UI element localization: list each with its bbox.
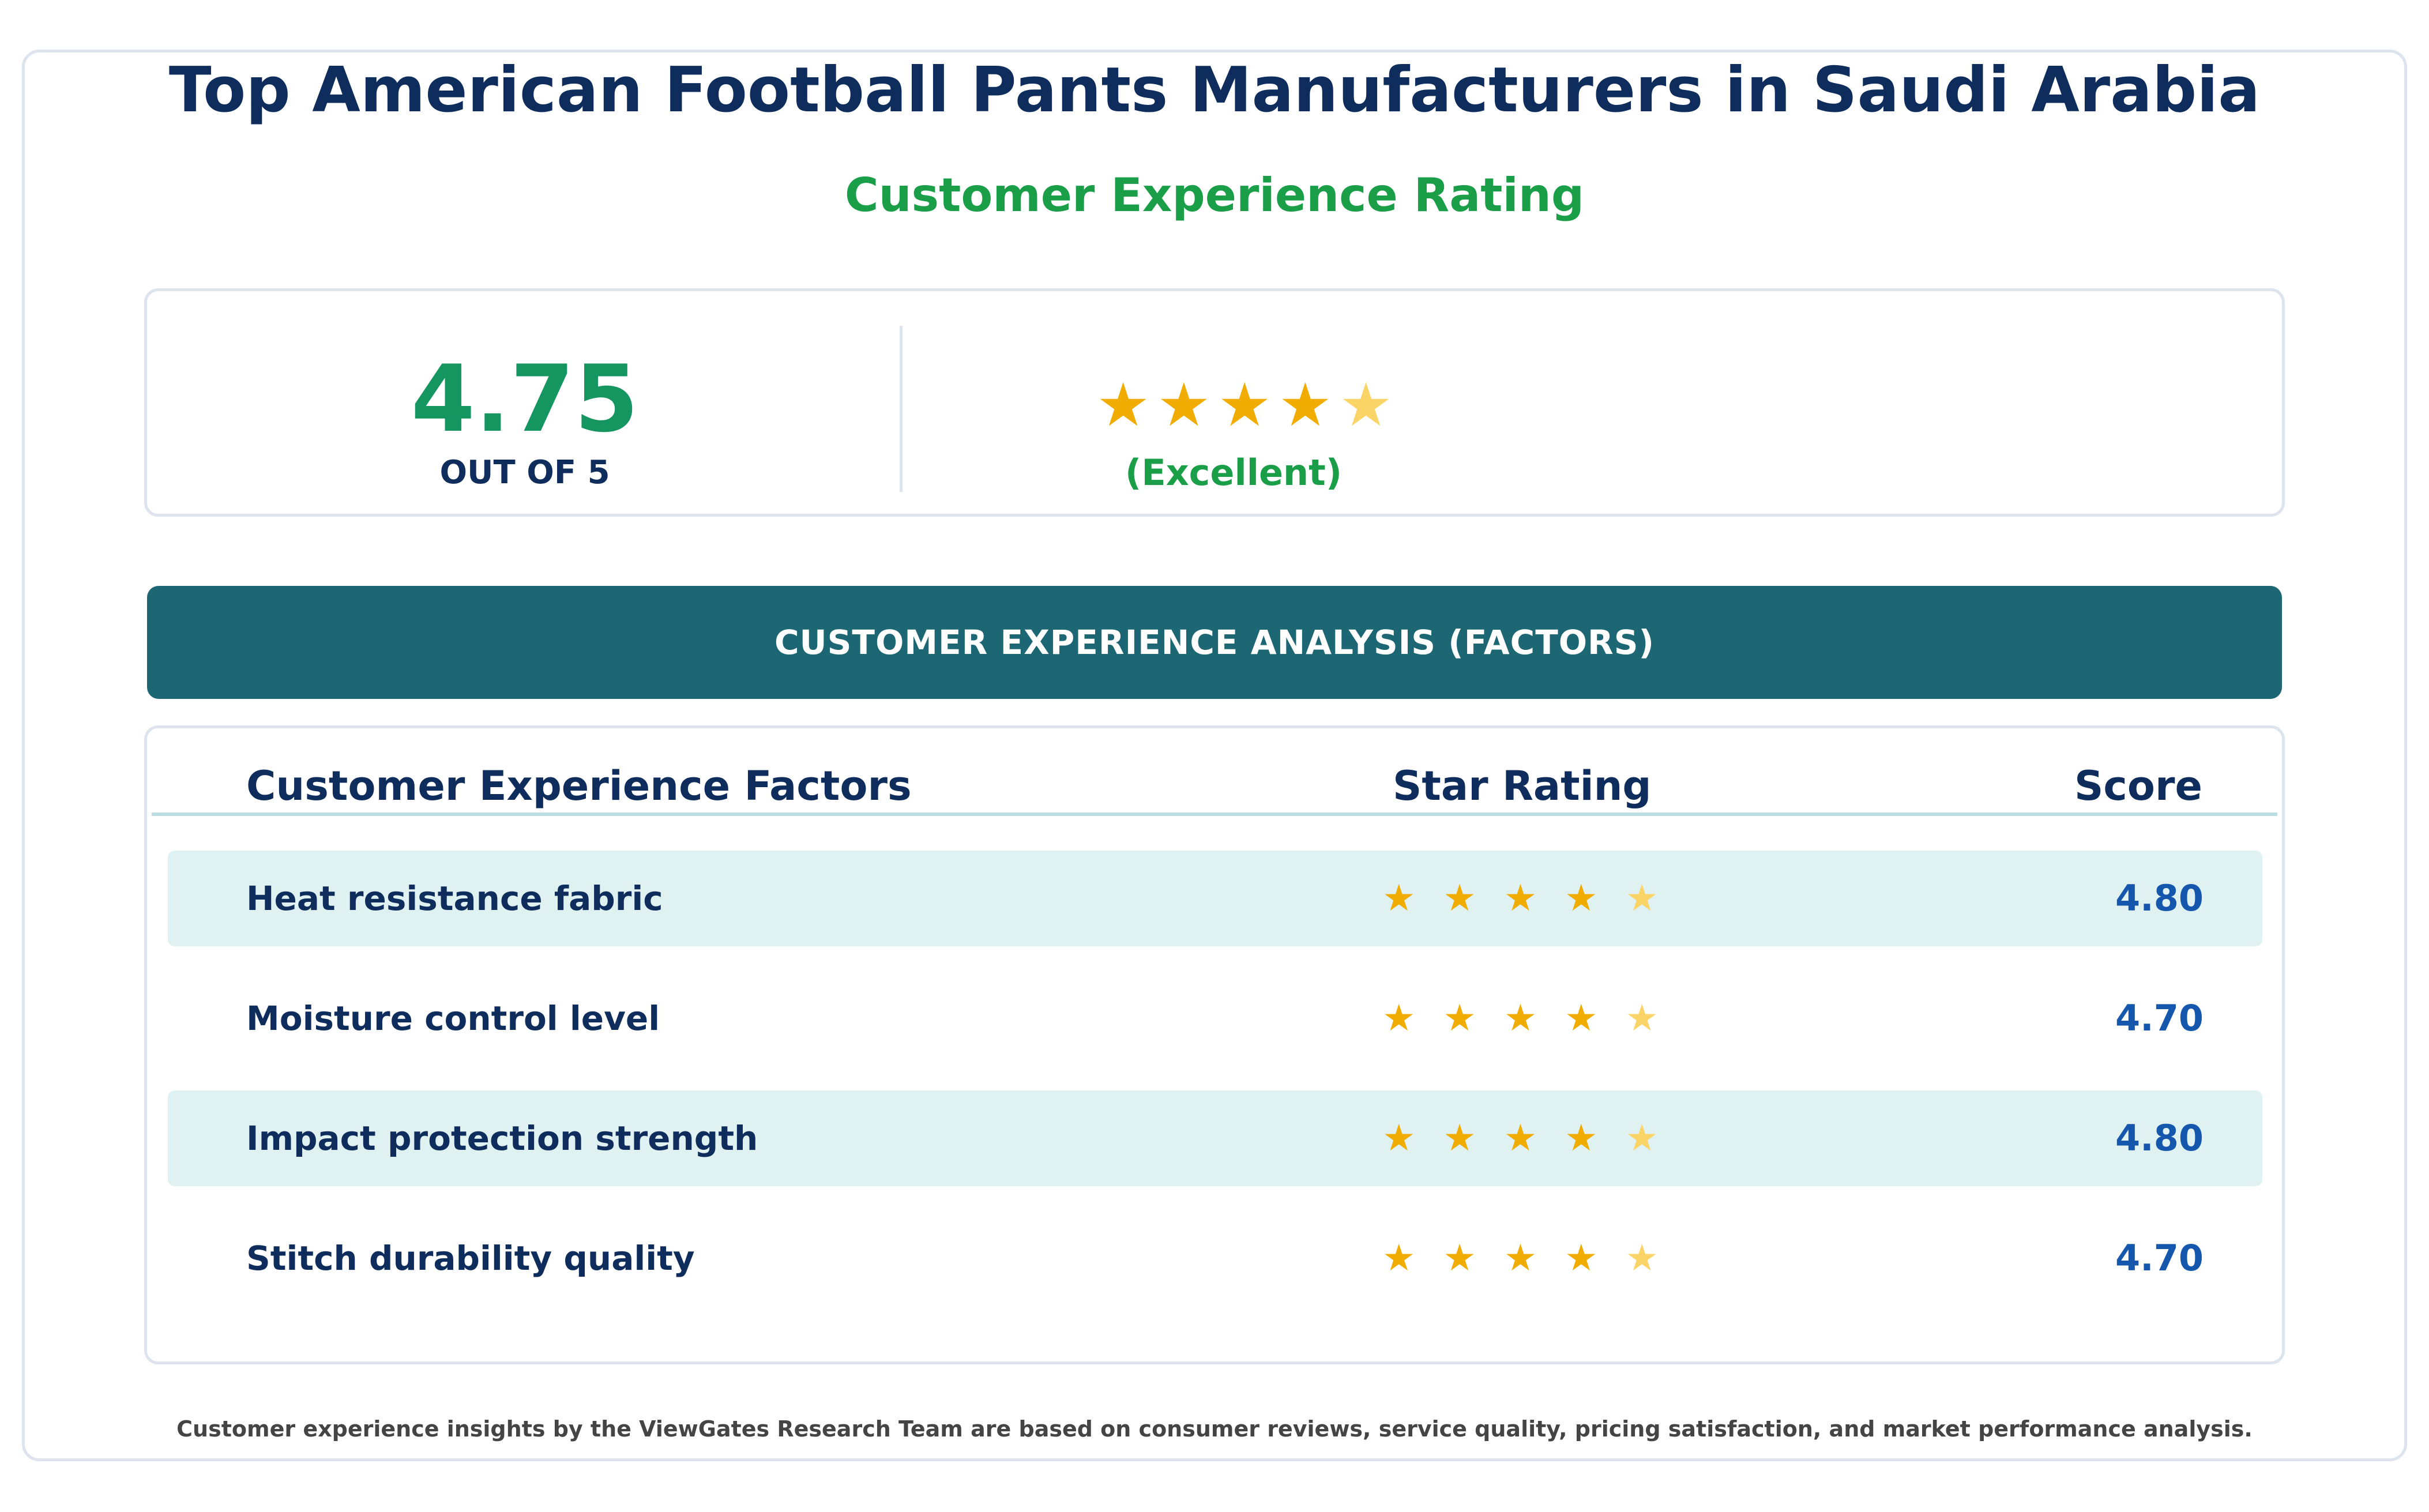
star-full-icon: ★ [1565, 1117, 1598, 1160]
summary-divider [900, 326, 903, 492]
row-star-rating: ★ ★ ★ ★ ★ [1382, 1210, 1659, 1306]
star-full-icon: ★ [1503, 1117, 1537, 1160]
star-full-icon: ★ [1503, 877, 1537, 920]
factors-table: Customer Experience Factors Star Rating … [144, 725, 2285, 1364]
star-partial-icon: ★ [1625, 1117, 1659, 1160]
footnote: Customer experience insights by the View… [176, 1416, 2253, 1442]
factor-name: Impact protection strength [246, 1119, 758, 1158]
star-full-icon: ★ [1278, 370, 1332, 440]
star-full-icon: ★ [1382, 997, 1416, 1040]
star-full-icon: ★ [1157, 370, 1211, 440]
table-row: Impact protection strength ★ ★ ★ ★ ★ 4.8… [168, 1090, 2262, 1186]
star-full-icon: ★ [1443, 877, 1476, 920]
star-full-icon: ★ [1565, 997, 1598, 1040]
column-header-stars: Star Rating [1393, 762, 1652, 810]
factor-name: Heat resistance fabric [246, 879, 663, 918]
table-row: Heat resistance fabric ★ ★ ★ ★ ★ 4.80 [168, 851, 2262, 946]
page-title: Top American Football Pants Manufacturer… [168, 54, 2261, 126]
star-full-icon: ★ [1382, 877, 1416, 920]
header-divider [152, 813, 2277, 816]
star-partial-icon: ★ [1625, 877, 1659, 920]
star-full-icon: ★ [1382, 1117, 1416, 1160]
star-full-icon: ★ [1565, 1237, 1598, 1280]
column-header-factor: Customer Experience Factors [246, 762, 912, 810]
star-full-icon: ★ [1382, 1237, 1416, 1280]
overall-scale-label: OUT OF 5 [439, 454, 610, 491]
factor-score: 4.70 [2115, 1237, 2204, 1279]
section-banner: CUSTOMER EXPERIENCE ANALYSIS (FACTORS) [147, 586, 2282, 699]
factor-name: Moisture control level [246, 999, 660, 1038]
overall-rating-label: (Excellent) [1125, 452, 1343, 494]
row-star-rating: ★ ★ ★ ★ ★ [1382, 851, 1659, 946]
table-row: Moisture control level ★ ★ ★ ★ ★ 4.70 [168, 971, 2262, 1066]
star-full-icon: ★ [1443, 997, 1476, 1040]
factor-score: 4.80 [2115, 1117, 2204, 1159]
star-partial-icon: ★ [1625, 997, 1659, 1040]
star-full-icon: ★ [1565, 877, 1598, 920]
star-partial-icon: ★ [1338, 370, 1393, 440]
row-star-rating: ★ ★ ★ ★ ★ [1382, 971, 1659, 1066]
star-full-icon: ★ [1503, 997, 1537, 1040]
star-full-icon: ★ [1217, 370, 1272, 440]
factor-name: Stitch durability quality [246, 1239, 695, 1278]
summary-card: 4.75 OUT OF 5 ★ ★ ★ ★ ★ (Excellent) [144, 288, 2285, 517]
row-star-rating: ★ ★ ★ ★ ★ [1382, 1090, 1659, 1186]
overall-star-rating: ★ ★ ★ ★ ★ [1096, 367, 1488, 442]
star-full-icon: ★ [1443, 1237, 1476, 1280]
column-header-score: Score [2074, 762, 2202, 810]
star-full-icon: ★ [1096, 370, 1150, 440]
overall-score: 4.75 [411, 345, 639, 453]
star-partial-icon: ★ [1625, 1237, 1659, 1280]
factor-score: 4.80 [2115, 877, 2204, 919]
star-full-icon: ★ [1443, 1117, 1476, 1160]
table-row: Stitch durability quality ★ ★ ★ ★ ★ 4.70 [168, 1210, 2262, 1306]
star-full-icon: ★ [1503, 1237, 1537, 1280]
page-subtitle: Customer Experience Rating [844, 168, 1585, 222]
factor-score: 4.70 [2115, 997, 2204, 1039]
